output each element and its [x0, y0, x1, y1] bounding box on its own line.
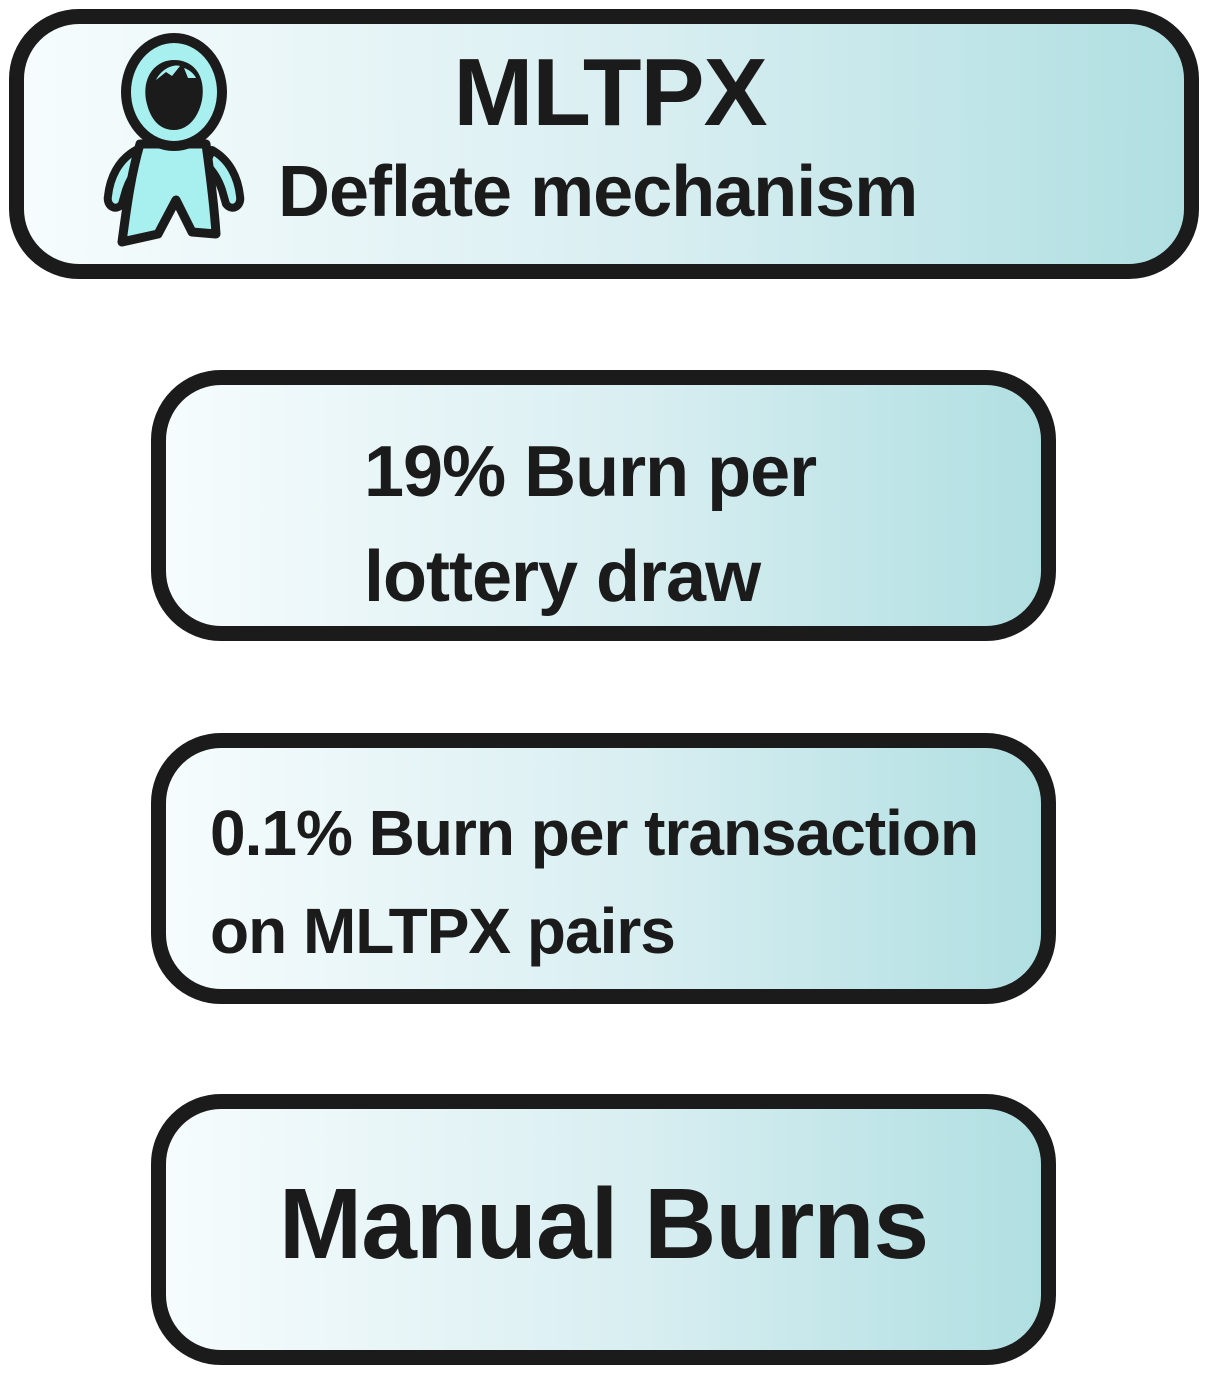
mechanism-line: 0.1% Burn per transaction	[210, 797, 979, 869]
mechanism-box-lottery-burn	[151, 370, 1056, 641]
mechanism-line: on MLTPX pairs	[210, 895, 676, 967]
mechanism-text-lottery-burn: 19% Burn per lottery draw	[364, 420, 817, 630]
mechanism-box-manual-burns	[151, 1094, 1056, 1365]
mechanism-text-transaction-burn: 0.1% Burn per transaction on MLTPX pairs	[210, 784, 979, 980]
header-title: MLTPX	[453, 39, 767, 146]
mechanism-line: lottery draw	[364, 537, 761, 617]
mechanism-text-manual-burns: Manual Burns	[278, 1168, 929, 1280]
header-subtitle: Deflate mechanism	[278, 152, 918, 232]
mascot-icon	[103, 33, 245, 247]
mechanism-line: 19% Burn per	[364, 432, 817, 512]
mechanism-box-transaction-burn	[151, 733, 1056, 1004]
